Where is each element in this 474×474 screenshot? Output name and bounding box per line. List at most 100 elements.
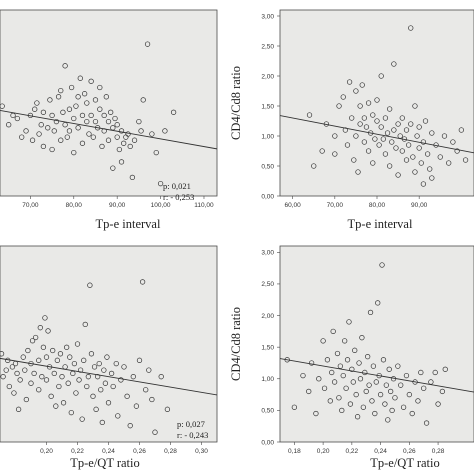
data-point [164, 406, 171, 412]
data-point [344, 142, 351, 148]
data-point [321, 385, 328, 391]
data-point [33, 334, 39, 341]
data-point [308, 360, 315, 366]
data-point [357, 121, 363, 127]
x-tick-label: 0,26 [403, 448, 416, 455]
data-point [43, 354, 50, 360]
data-point [125, 131, 131, 137]
data-point [47, 97, 53, 103]
y-axis-label: CD4/Cd8 ratio [229, 66, 243, 140]
stat-annotation: r: - 0,243 [177, 430, 208, 440]
data-point [19, 134, 25, 140]
data-point [158, 374, 164, 380]
data-point [389, 139, 395, 145]
x-tick-label: 70,00 [327, 202, 344, 209]
stat-annotation: p: 0,021 [163, 181, 191, 191]
data-point [370, 363, 377, 369]
data-point [462, 157, 469, 163]
data-point [40, 143, 47, 150]
data-point [379, 262, 385, 268]
data-point [118, 128, 125, 134]
data-point [144, 41, 151, 47]
data-point [374, 118, 380, 124]
data-point [412, 169, 418, 175]
data-point [60, 400, 67, 406]
data-point [410, 154, 416, 160]
data-point [331, 379, 338, 385]
data-point [393, 145, 399, 151]
data-point [98, 387, 104, 393]
data-point [380, 136, 386, 142]
data-point [377, 391, 384, 398]
data-point [38, 122, 44, 128]
data-point [79, 112, 86, 119]
data-point [162, 128, 168, 134]
data-point [0, 351, 5, 357]
data-point [143, 387, 149, 393]
data-point [450, 139, 456, 145]
data-point [58, 137, 64, 143]
data-point [32, 106, 38, 112]
data-point [29, 137, 36, 143]
data-point [23, 128, 29, 134]
data-point [378, 73, 384, 79]
data-point [327, 398, 333, 404]
data-point [110, 165, 116, 171]
data-point [53, 403, 59, 409]
x-tick-label: 90,00 [411, 202, 428, 209]
data-point [370, 112, 376, 118]
data-point [361, 139, 368, 145]
data-point [110, 383, 116, 390]
y-tick-label: 0,00 [261, 193, 274, 200]
data-point [365, 354, 371, 360]
data-point [306, 112, 313, 118]
data-point [138, 128, 144, 134]
data-point [382, 151, 389, 157]
data-point [149, 396, 155, 403]
data-point [75, 125, 81, 131]
x-tick-label: 0,20 [317, 448, 330, 455]
data-point [372, 410, 378, 417]
data-point [90, 134, 96, 140]
fit-line [280, 358, 474, 393]
data-point [92, 97, 99, 103]
data-point [334, 350, 341, 357]
data-point [403, 127, 410, 133]
data-point [336, 103, 342, 109]
data-point [409, 410, 415, 417]
data-point [313, 410, 319, 417]
data-point [54, 357, 60, 363]
data-point [340, 372, 346, 379]
data-point [423, 420, 430, 426]
data-point [347, 401, 354, 407]
data-point [429, 130, 435, 136]
fit-line [280, 115, 474, 154]
data-point [103, 94, 109, 100]
x-tick-label: 0,22 [346, 448, 359, 455]
data-point [320, 338, 326, 344]
data-point [349, 366, 355, 372]
x-tick-label: 100,00 [151, 202, 171, 209]
data-point [3, 367, 9, 373]
scatter-panel-2: 60,00 70,00 80,00 90,00 0,00 0,50 1,00 1,50 2,00… [229, 9, 474, 231]
data-point [357, 376, 364, 382]
data-point [57, 351, 64, 357]
data-point [365, 100, 372, 106]
y-axis-label: CD4/Cd8 ratio [229, 307, 243, 381]
data-point [365, 148, 372, 154]
data-point [344, 357, 351, 363]
data-point [403, 372, 410, 379]
data-point [387, 163, 393, 169]
x-tick-label: 0,28 [432, 448, 445, 455]
data-point [373, 379, 379, 385]
data-point [133, 403, 140, 409]
data-point [15, 406, 22, 412]
x-tick-label: 90,00 [109, 202, 126, 209]
data-point [97, 84, 103, 91]
data-point [129, 174, 136, 181]
x-tick-label: 110,00 [194, 202, 214, 209]
data-point [84, 118, 90, 125]
data-point [437, 154, 443, 160]
data-point [418, 369, 424, 376]
data-point [71, 115, 77, 122]
